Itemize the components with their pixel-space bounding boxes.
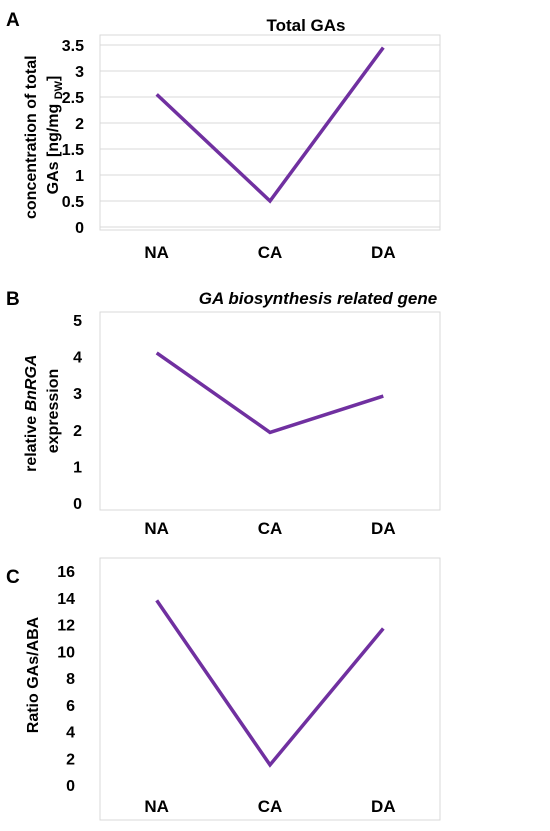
panel-c-ytick-label: 8	[66, 671, 75, 688]
panel-a-xtick-label: NA	[144, 243, 169, 262]
panel-a-ytick-label: 1.5	[62, 142, 84, 159]
panel-b-ytick-label: 1	[73, 459, 82, 476]
panel-c-ytick-label: 6	[66, 698, 75, 715]
panel-c-ytick-label: 16	[57, 564, 75, 581]
panel-a-frame	[99, 34, 441, 231]
panel-c-xtick-label: CA	[258, 797, 283, 816]
panel-a-ytick-label: 0	[75, 220, 84, 237]
panel-a-ytick-label: 2.5	[62, 90, 84, 107]
panel-b-ylabel: relative BnRGA expression	[23, 350, 62, 472]
panel-b-ytick-label: 5	[73, 313, 82, 330]
panel-b: B GA biosynthesis related gene relative …	[6, 289, 441, 538]
panel-a-title: Total GAs	[266, 16, 345, 35]
panel-a-series-line	[155, 46, 385, 204]
panel-a-xtick-label: CA	[258, 243, 283, 262]
panel-a-ytick-label: 0.5	[62, 194, 84, 211]
panel-a-ylabel-suffix: ]	[45, 76, 62, 81]
panel-b-letter: B	[6, 289, 20, 310]
panel-a-letter: A	[6, 10, 20, 31]
panel-a-ylabel-line1: concentration of total	[23, 55, 40, 219]
panel-c-ytick-label: 12	[57, 618, 75, 635]
panel-a-ytick-label: 3	[75, 64, 84, 81]
panel-a-ytick-label: 3.5	[62, 38, 84, 55]
panel-b-ytick-label: 4	[73, 350, 82, 367]
panel-c-plot: 0 2 4 6 8 10 12 14 16 NA CA DA	[57, 557, 441, 821]
panel-b-xtick-label: DA	[371, 519, 396, 538]
panel-b-series-line	[155, 351, 384, 435]
panel-c-xtick-label: DA	[371, 797, 396, 816]
panel-c: C Ratio GAs/ABA 0 2 4 6 8 10 12 14 16 NA CA DA	[6, 557, 441, 821]
panel-b-ylabel-line2: expression	[45, 369, 62, 453]
panel-c-ytick-label: 4	[66, 725, 75, 742]
panel-b-title: GA biosynthesis related gene	[199, 289, 437, 308]
panel-c-xtick-label: NA	[144, 797, 169, 816]
panel-b-xtick-label: NA	[144, 519, 169, 538]
panel-c-series-line	[155, 599, 385, 768]
panel-b-xtick-label: CA	[258, 519, 283, 538]
panel-b-ytick-label: 0	[73, 496, 82, 513]
panel-c-frame	[99, 557, 441, 821]
panel-b-ytick-label: 3	[73, 386, 82, 403]
panel-c-ytick-label: 14	[57, 591, 75, 608]
panel-c-ytick-label: 0	[66, 778, 75, 795]
panel-a-ytick-label: 2	[75, 116, 84, 133]
panel-a-ytick-label: 1	[75, 168, 84, 185]
panel-b-frame	[99, 311, 441, 511]
panel-a-plot: 0 0.5 1 1.5 2 2.5 3 3.5 NA CA DA	[62, 34, 441, 262]
panel-a-ylabel-subscript: DW	[53, 80, 65, 99]
panel-b-ytick-label: 2	[73, 423, 82, 440]
panel-a-ylabel-line2: GAs [ng/mg DW]	[45, 76, 65, 195]
panel-a-ylabel: concentration of total GAs [ng/mg DW]	[23, 51, 65, 219]
panel-a: A Total GAs concentration of total GAs […	[6, 10, 441, 262]
panel-a-xtick-label: DA	[371, 243, 396, 262]
panel-c-ylabel: Ratio GAs/ABA	[25, 616, 42, 733]
panel-c-letter: C	[6, 567, 20, 588]
panel-b-plot: 0 1 2 3 4 5 NA CA DA	[73, 311, 441, 538]
panel-b-ylabel-line1: relative BnRGA	[23, 355, 40, 472]
panel-c-ytick-label: 2	[66, 751, 75, 768]
panel-c-ytick-label: 10	[57, 644, 75, 661]
